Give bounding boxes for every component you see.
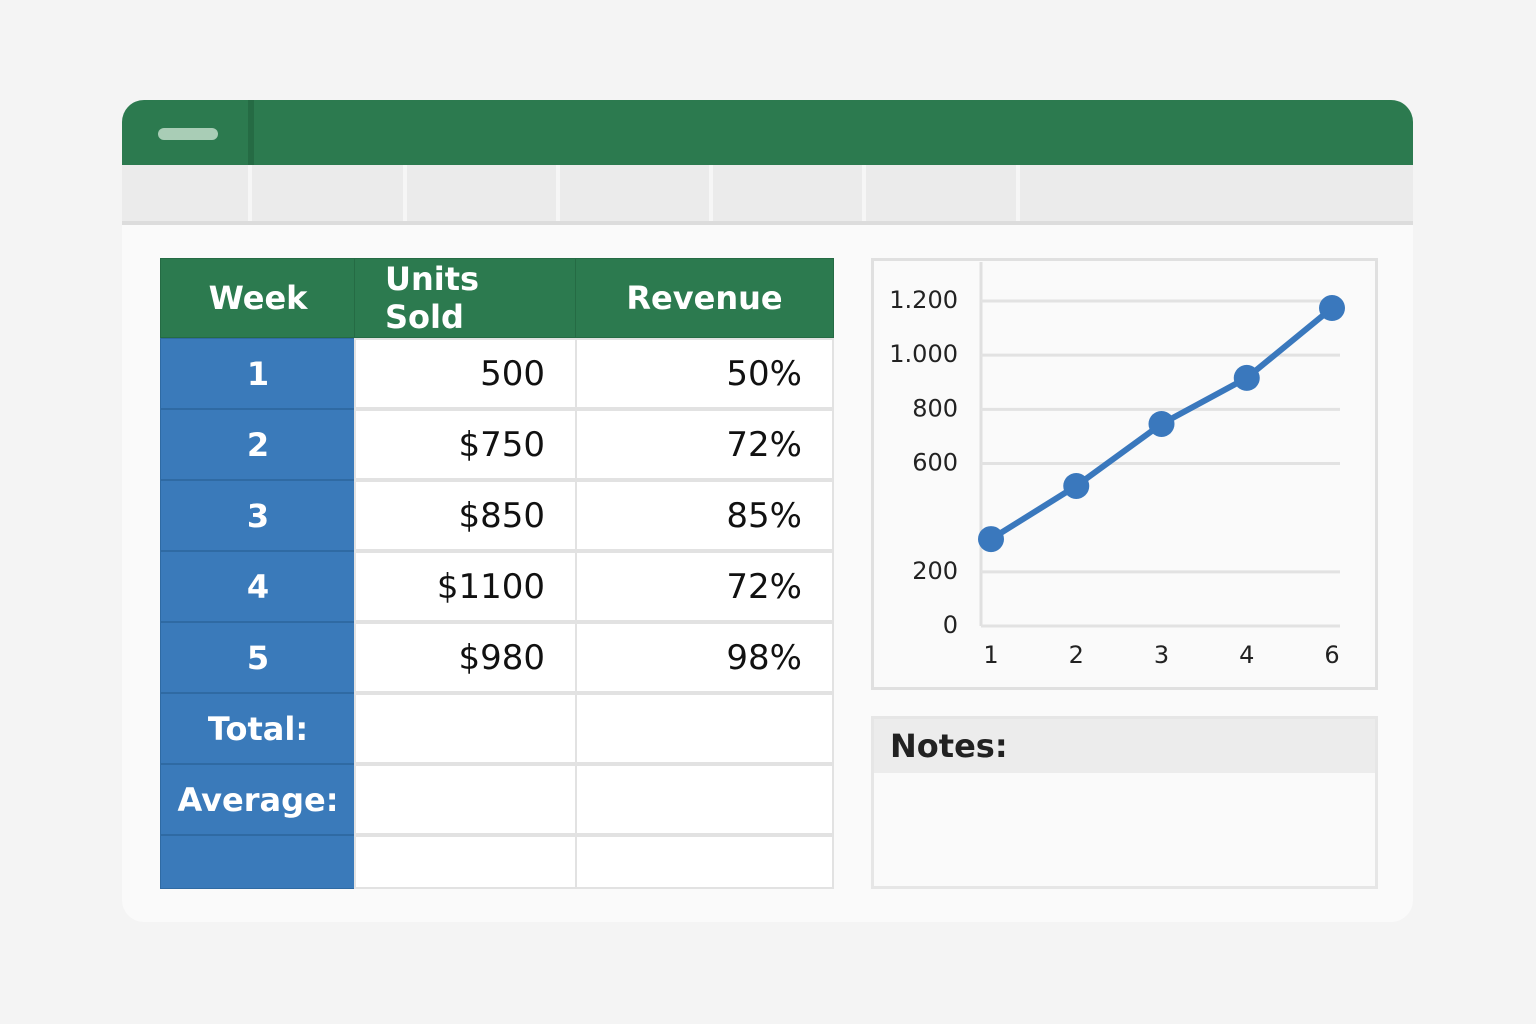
table-cell[interactable] (575, 764, 834, 835)
table-cell[interactable]: 500 (354, 338, 577, 409)
notes-panel: Notes: (871, 716, 1378, 889)
point (1148, 410, 1175, 437)
point (1233, 364, 1260, 391)
x-tick-label: 6 (1324, 641, 1339, 669)
row-header: 3 (160, 480, 356, 551)
table-cell[interactable]: 98% (575, 622, 834, 693)
x-tick-label: 4 (1239, 641, 1254, 669)
divider (248, 100, 254, 165)
column-header[interactable]: Week (160, 258, 356, 338)
table-cell[interactable]: $980 (354, 622, 577, 693)
table-cell[interactable]: 72% (575, 551, 834, 622)
table-cell[interactable] (575, 835, 834, 889)
table-cell[interactable]: 85% (575, 480, 834, 551)
point (1319, 295, 1345, 322)
toolbar (122, 165, 1413, 225)
toolbar-cell[interactable] (122, 165, 252, 221)
window-handle[interactable] (158, 128, 218, 140)
y-tick-label: 1.000 (889, 340, 958, 368)
title-bar (122, 100, 1413, 165)
table-cell[interactable]: 72% (575, 409, 834, 480)
table-cell[interactable]: $1100 (354, 551, 577, 622)
x-tick-label: 3 (1154, 641, 1169, 669)
notes-title: Notes: (874, 719, 1375, 773)
point (1063, 472, 1090, 499)
y-tick-label: 1.200 (889, 286, 958, 314)
table-cell[interactable]: $750 (354, 409, 577, 480)
toolbar-cell[interactable] (713, 165, 866, 221)
row-header (160, 835, 356, 889)
row-header: Average: (160, 764, 356, 835)
toolbar-cell[interactable] (407, 165, 560, 221)
y-tick-label: 800 (912, 394, 958, 422)
chart-panel (871, 258, 1378, 690)
table-cell[interactable]: $850 (354, 480, 577, 551)
column-header[interactable]: Units Sold (354, 258, 577, 338)
row-header: 2 (160, 409, 356, 480)
y-tick-label: 600 (912, 449, 958, 477)
row-header: 1 (160, 338, 356, 409)
toolbar-cell[interactable] (866, 165, 1020, 221)
row-header: 5 (160, 622, 356, 693)
y-tick-label: 0 (943, 611, 958, 639)
toolbar-cell[interactable] (252, 165, 407, 221)
column-header[interactable]: Revenue (575, 258, 834, 338)
x-tick-label: 1 (983, 641, 998, 669)
point (978, 526, 1004, 553)
table-cell[interactable] (354, 835, 577, 889)
y-tick-label: 200 (912, 557, 958, 585)
table-cell[interactable] (354, 764, 577, 835)
x-tick-label: 2 (1069, 641, 1084, 669)
row-header: 4 (160, 551, 356, 622)
table-cell[interactable] (575, 693, 834, 764)
toolbar-cell[interactable] (560, 165, 713, 221)
row-header: Total: (160, 693, 356, 764)
table-cell[interactable]: 50% (575, 338, 834, 409)
